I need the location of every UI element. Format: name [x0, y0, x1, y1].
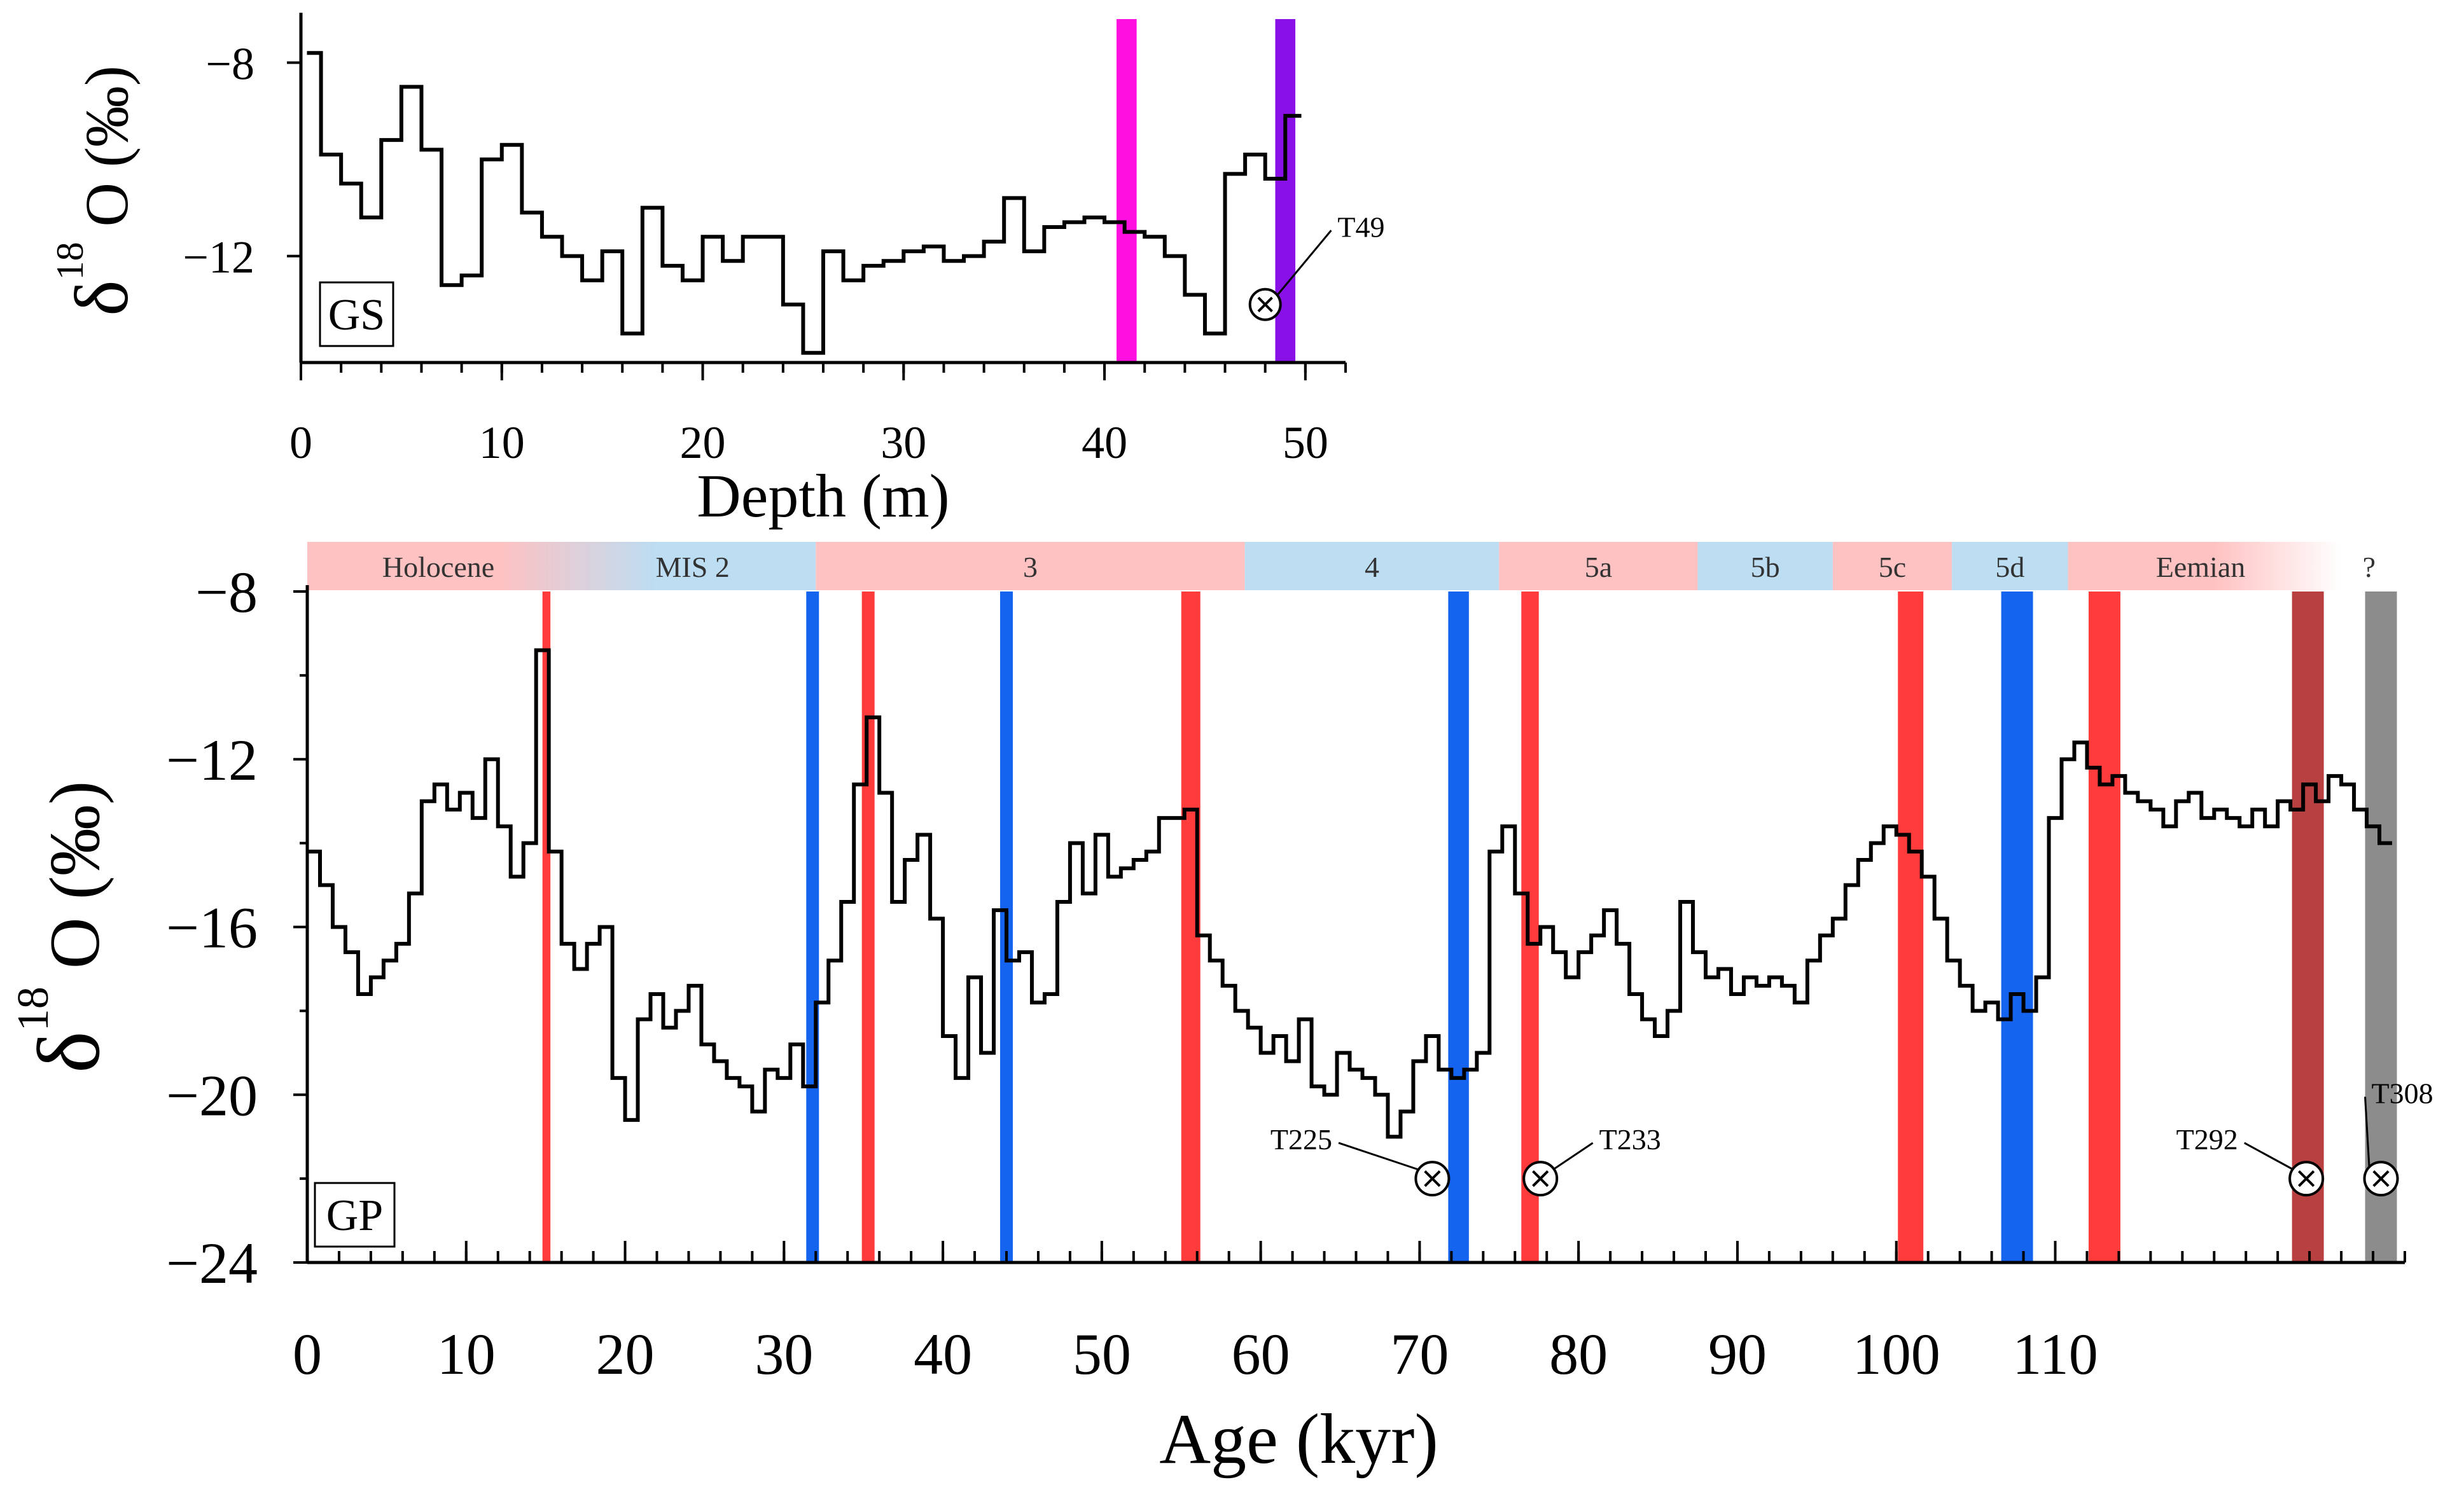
x-tick-label: 30	[755, 1322, 813, 1387]
x-tick-label: 40	[914, 1322, 972, 1387]
x-tick-label: 40	[1082, 417, 1127, 468]
x-tick-label: 20	[680, 417, 726, 468]
x-tick-label: 60	[1232, 1322, 1290, 1387]
marker-leader	[1275, 230, 1332, 298]
x-tick-label: 100	[1853, 1322, 1940, 1387]
marker-leader	[2244, 1142, 2295, 1172]
x-tick-label: 0	[293, 1322, 322, 1387]
x-tick-label: 90	[1708, 1322, 1767, 1387]
marker-label: T49	[1337, 211, 1384, 243]
stage-band	[1244, 542, 1500, 590]
series-line	[307, 51, 1302, 355]
stage-band	[816, 542, 1245, 590]
y-tick-label: −8	[205, 38, 254, 89]
event-band	[1521, 591, 1539, 1262]
event-band	[806, 591, 819, 1262]
stage-label: 5a	[1585, 551, 1612, 583]
y-tick-label: −8	[195, 560, 258, 625]
stage-label: 4	[1365, 551, 1379, 583]
marker-label: T233	[1599, 1123, 1661, 1156]
x-tick-label: 10	[479, 417, 525, 468]
marker-leader	[1551, 1142, 1594, 1172]
stage-label: ?	[2363, 551, 2376, 583]
y-axis-title-delta: δ	[20, 1031, 118, 1073]
y-tick-label: −12	[166, 728, 258, 792]
marker-cross	[2298, 1170, 2315, 1187]
y-axis-title-sup: 18	[9, 986, 58, 1031]
event-band	[2365, 591, 2397, 1262]
y-axis-title-delta: δ	[59, 280, 144, 316]
stage-label: 5d	[1995, 551, 2024, 583]
event-band	[1898, 591, 1924, 1262]
y-axis-title-tail: O (‰)	[73, 66, 141, 242]
marker-label: T292	[2176, 1123, 2238, 1156]
x-tick-label: 50	[1073, 1322, 1131, 1387]
marker-label: T225	[1270, 1123, 1332, 1156]
stage-label: MIS 2	[656, 551, 730, 583]
x-tick-label: 0	[289, 417, 312, 468]
marker-cross	[2372, 1170, 2390, 1187]
stage-label: 5b	[1751, 551, 1780, 583]
event-band	[1448, 591, 1469, 1262]
stage-label: 3	[1023, 551, 1038, 583]
panel-tag: GP	[326, 1191, 383, 1240]
y-tick-label: −12	[183, 232, 254, 283]
stage-label: 5c	[1879, 551, 1906, 583]
x-tick-label: 10	[437, 1322, 496, 1387]
x-tick-label: 70	[1390, 1322, 1449, 1387]
stage-label: Holocene	[382, 551, 494, 583]
panel-tag: GS	[328, 291, 385, 340]
y-axis-title-tail: O (‰)	[36, 781, 115, 986]
marker-leader	[1338, 1142, 1421, 1172]
y-axis-title: δ18 O (‰)	[49, 66, 144, 316]
y-tick-label: −16	[166, 896, 258, 960]
marker-label: T308	[2372, 1077, 2433, 1109]
panel-tag-box	[319, 281, 394, 347]
stage-blend	[2214, 542, 2342, 590]
event-band	[2088, 591, 2120, 1262]
stage-blend	[498, 542, 657, 590]
y-axis-title-sup: 18	[49, 242, 91, 280]
y-tick-label: −24	[166, 1231, 258, 1296]
stage-band	[1499, 542, 1698, 590]
marker-cross	[1424, 1170, 1441, 1187]
x-tick-label: 30	[880, 417, 926, 468]
x-tick-label: 20	[596, 1322, 655, 1387]
stage-label: Eemian	[2156, 551, 2246, 583]
x-axis-title: Depth (m)	[697, 462, 949, 530]
x-axis-title: Age (kyr)	[1159, 1400, 1438, 1479]
marker-cross	[1257, 296, 1273, 312]
x-tick-label: 80	[1549, 1322, 1608, 1387]
stage-band	[2333, 542, 2405, 590]
event-band	[1117, 19, 1137, 363]
y-axis-title: δ18 O (‰)	[9, 781, 118, 1073]
stage-band	[1697, 542, 1833, 590]
marker-leader	[2364, 1096, 2370, 1171]
panel-tag-box	[314, 1182, 396, 1248]
x-tick-label: 50	[1283, 417, 1328, 468]
stage-band	[1952, 542, 2068, 590]
event-band	[2001, 591, 2033, 1262]
x-tick-label: 110	[2012, 1322, 2098, 1387]
stage-band	[1832, 542, 1952, 590]
chart-panel-gs: 0 10 20 30 40 50 −8 −12 Depth (m) δ18 O (‰) T49 GS	[49, 13, 1384, 530]
event-band	[2292, 591, 2324, 1262]
marker-cross	[1532, 1170, 1549, 1187]
series-line	[307, 648, 2393, 1139]
chart-panel-gp: Holocene MIS 2 3 4 5a 5b 5c 5d Eemian ? 0 10 20 30 40 5…	[9, 542, 2433, 1479]
event-band	[861, 591, 875, 1262]
y-tick-label: −20	[166, 1063, 258, 1128]
